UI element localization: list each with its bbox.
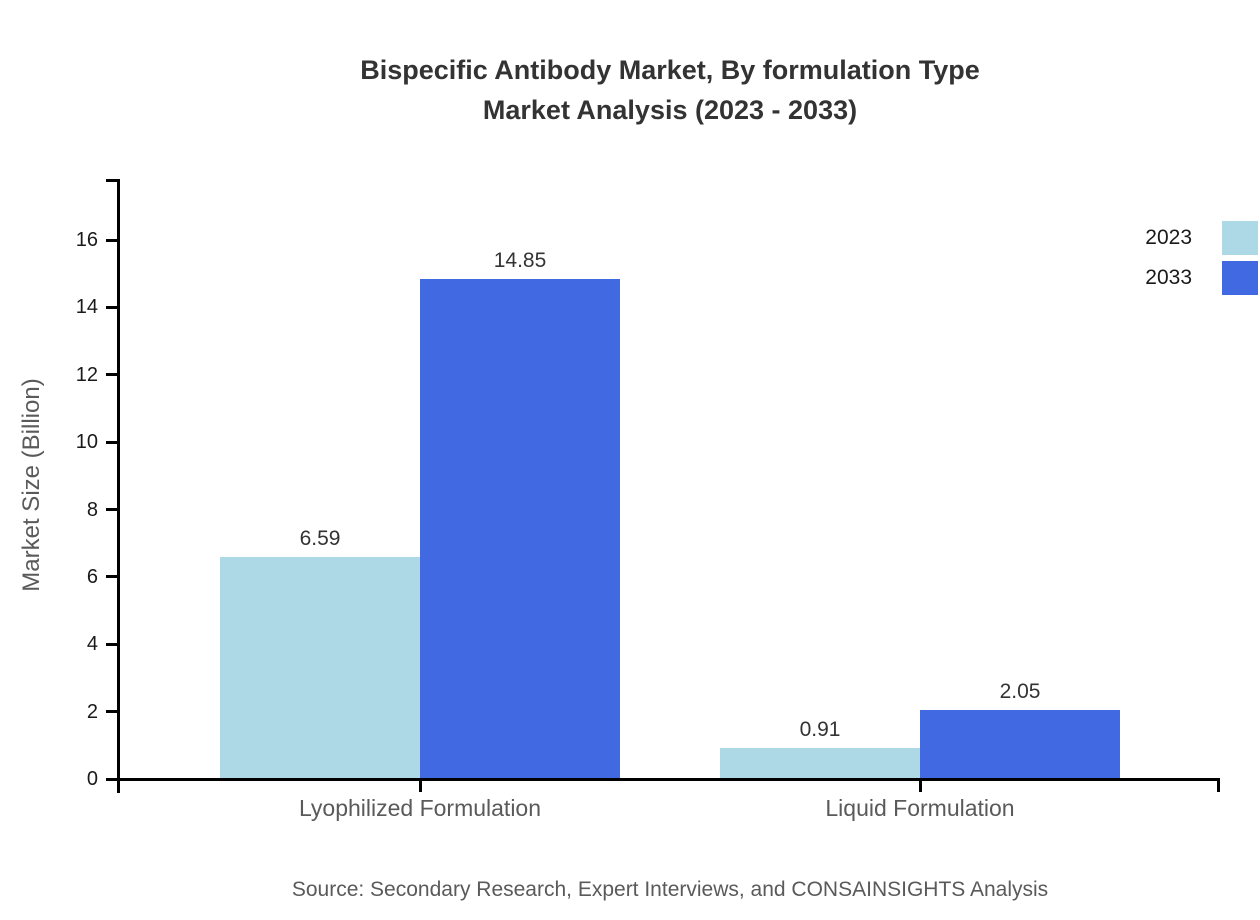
y-axis-tick-4 (106, 642, 120, 646)
legend-swatch-2023 (1222, 221, 1258, 255)
legend-item-2033: 2033 (1145, 261, 1258, 295)
bar-value-label-2033-lyophilized-formulation: 14.85 (493, 248, 547, 272)
x-axis-tick-lyophilized-formulation (418, 779, 422, 792)
chart-title: Bispecific Antibody Market, By formulati… (120, 50, 1220, 130)
category-label-lyophilized-formulation: Lyophilized Formulation (298, 795, 542, 821)
x-axis-end-tick (1217, 777, 1220, 792)
y-axis-tick-label-4: 4 (86, 633, 98, 656)
y-axis-tick-6 (106, 575, 120, 579)
y-axis-line (117, 180, 120, 793)
category-label-liquid-formulation: Liquid Formulation (825, 795, 1015, 821)
chart-title-line-1: Bispecific Antibody Market, By formulati… (360, 55, 980, 85)
x-axis-line (106, 777, 1220, 781)
y-axis-tick-label-6: 6 (86, 565, 98, 588)
y-axis-tick-label-10: 10 (75, 431, 98, 454)
source-note: Source: Secondary Research, Expert Inter… (291, 878, 1049, 901)
y-axis-tick-12 (106, 373, 120, 377)
y-axis-tick-label-8: 8 (86, 498, 98, 521)
y-axis-tick-label-2: 2 (86, 700, 98, 723)
legend-item-2023: 2023 (1145, 221, 1258, 255)
y-axis-tick-label-0: 0 (86, 768, 98, 790)
bar-value-label-2023-liquid-formulation: 0.91 (799, 718, 841, 742)
y-axis-tick-16 (106, 238, 120, 242)
y-axis-tick-2 (106, 710, 120, 714)
y-axis-label: Market Size (Billion) (18, 378, 45, 592)
bar-2033-liquid-formulation (920, 709, 1120, 779)
y-axis-tick-label-14: 14 (75, 296, 98, 319)
bar-value-label-2033-liquid-formulation: 2.05 (999, 679, 1041, 703)
bar-2023-liquid-formulation (720, 748, 920, 779)
y-axis-tick-8 (106, 508, 120, 511)
y-axis-tick-10 (106, 440, 120, 444)
bar-2033-lyophilized-formulation (420, 278, 620, 779)
y-axis-tick-label-12: 12 (75, 363, 98, 386)
chart-title-line-2: Market Analysis (2023 - 2033) (482, 95, 858, 125)
legend-swatch-2033 (1222, 261, 1258, 295)
y-axis-end-cap (106, 178, 120, 182)
y-axis-tick-label-16: 16 (75, 229, 98, 251)
legend-label-2033: 2033 (1145, 266, 1192, 289)
legend-label-2023: 2023 (1145, 226, 1192, 249)
y-axis-tick-14 (106, 305, 120, 309)
x-axis-tick-liquid-formulation (918, 779, 922, 792)
bar-value-label-2023-lyophilized-formulation: 6.59 (299, 526, 341, 550)
bar-2023-lyophilized-formulation (220, 556, 420, 779)
legend: 2023 2033 (1040, 221, 1258, 295)
